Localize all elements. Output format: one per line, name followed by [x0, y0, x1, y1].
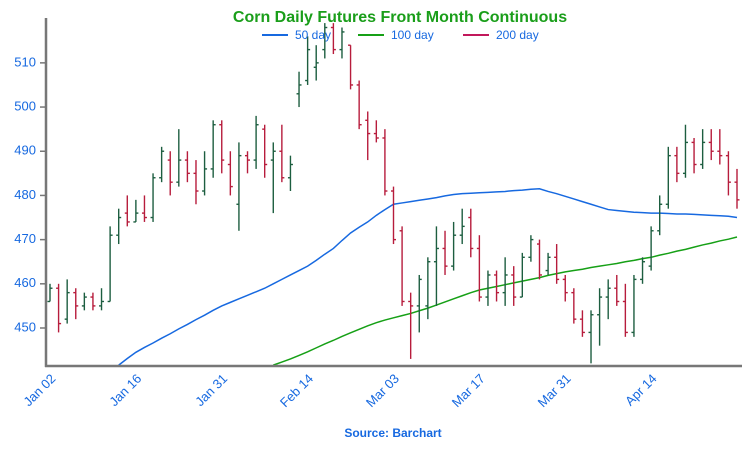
x-tick-label: Jan 02: [20, 371, 58, 409]
y-tick-label: 490: [14, 143, 36, 158]
ma-line: [118, 188, 738, 366]
legend-label: 200 day: [496, 28, 539, 42]
y-tick-label: 480: [14, 187, 36, 202]
source: Source: Barchart: [344, 426, 441, 440]
y-tick-label: 510: [14, 54, 36, 69]
y-tick-label: 460: [14, 275, 36, 290]
chart-title: Corn Daily Futures Front Month Continuou…: [233, 9, 567, 26]
y-tick-label: 500: [14, 98, 36, 113]
x-tick-label: Feb 14: [277, 371, 316, 410]
x-tick-label: Jan 31: [192, 371, 230, 409]
y-tick-label: 450: [14, 319, 36, 334]
x-tick-label: Mar 17: [449, 371, 488, 410]
x-tick-label: Mar 31: [535, 371, 574, 410]
x-tick-label: Jan 16: [106, 371, 144, 409]
x-tick-label: Apr 14: [622, 371, 660, 409]
y-tick-label: 470: [14, 231, 36, 246]
price-bars: [47, 23, 740, 364]
x-tick-label: Mar 03: [363, 371, 402, 410]
legend-label: 100 day: [391, 28, 434, 42]
legend-label: 50 day: [295, 28, 331, 42]
